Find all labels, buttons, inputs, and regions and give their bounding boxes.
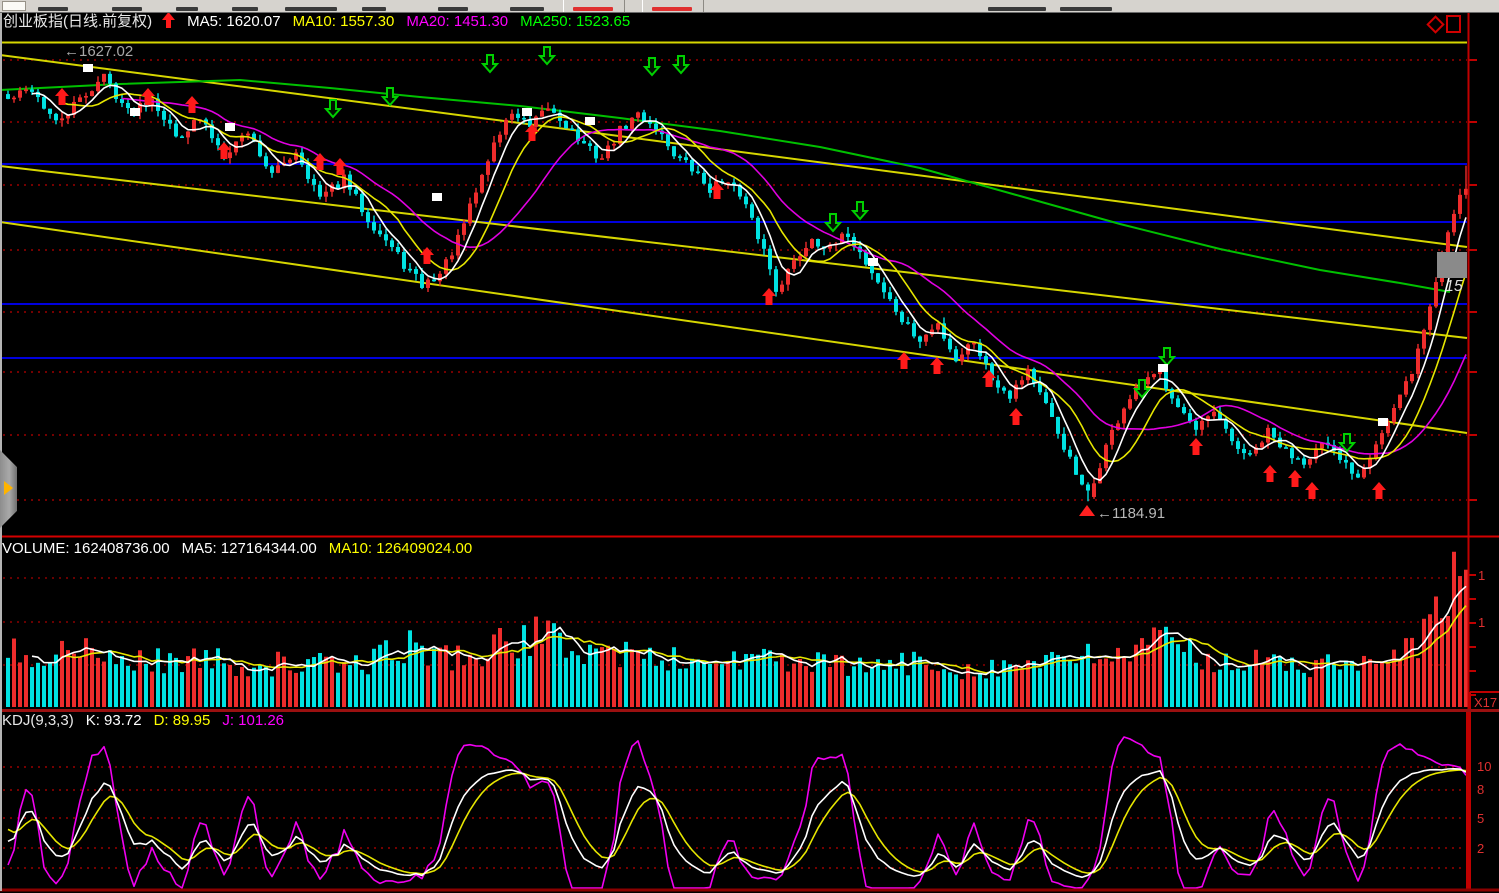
candles-layer <box>6 71 1468 502</box>
svg-text:←1627.02: ←1627.02 <box>64 43 133 60</box>
menu-item-stub[interactable] <box>362 7 386 11</box>
signal-markers-layer <box>55 46 1388 516</box>
menu-item-stub[interactable] <box>510 7 544 11</box>
volume-ma5-label: MA5: 127164344.00 <box>181 540 317 557</box>
menu-bar <box>0 0 1499 13</box>
main-grid-layer <box>0 41 1468 501</box>
kdj-j-label: J: 101.26 <box>222 712 285 729</box>
panel-expand-handle[interactable] <box>0 450 17 528</box>
kdj-title-label: KDJ(9,3,3) <box>2 712 74 729</box>
svg-text:1: 1 <box>1478 615 1485 630</box>
menu-item-stub[interactable] <box>988 7 1046 11</box>
ma-lines-layer <box>31 84 1467 482</box>
volume-ma10-label: MA10: 126409024.00 <box>328 540 473 557</box>
annotations-layer: ←1627.02 ←1184.91 15 <box>64 43 1467 522</box>
expand-arrow-icon <box>4 481 13 495</box>
menu-item-stub[interactable] <box>285 7 337 11</box>
svg-text:2: 2 <box>1477 841 1484 856</box>
menu-item-stub[interactable] <box>573 7 613 11</box>
svg-text:8: 8 <box>1477 782 1484 797</box>
symbol-title: 创业板指(日线.前复权) <box>3 13 153 30</box>
svg-text:X17: X17 <box>1474 695 1497 710</box>
svg-text:10: 10 <box>1477 759 1491 774</box>
rectangle-tool-icon[interactable] <box>1446 15 1461 33</box>
svg-text:5: 5 <box>1477 811 1484 826</box>
up-arrow-icon <box>162 11 176 33</box>
svg-text:15: 15 <box>1445 278 1463 295</box>
volume-layer: 1 1 X17 <box>3 551 1499 711</box>
svg-text:←1184.91: ←1184.91 <box>1097 505 1165 522</box>
main-chart-header: 创业板指(日线.前复权) MA5: 1620.07 MA10: 1557.30 … <box>3 11 631 33</box>
menu-item-stub[interactable] <box>1060 7 1112 11</box>
kdj-pane-header: KDJ(9,3,3) K: 93.72 D: 89.95 J: 101.26 <box>2 712 284 730</box>
volume-value-label: VOLUME: 162408736.00 <box>2 540 170 557</box>
kdj-d-label: D: 89.95 <box>153 712 211 729</box>
menu-item-stub[interactable] <box>38 7 68 11</box>
ma250-value-label: MA250: 1523.65 <box>520 13 631 30</box>
app-window-icon[interactable] <box>2 1 26 11</box>
kdj-k-label: K: 93.72 <box>85 712 142 729</box>
volume-pane-header: VOLUME: 162408736.00 MA5: 127164344.00 M… <box>2 540 472 558</box>
menu-item-stub[interactable] <box>112 7 142 11</box>
menu-item-stub[interactable] <box>176 7 198 11</box>
ma5-value-label: MA5: 1620.07 <box>187 13 281 30</box>
ma20-value-label: MA20: 1451.30 <box>406 13 509 30</box>
kdj-layer: 10 8 5 2 <box>3 736 1491 889</box>
menu-item-stub[interactable] <box>232 7 258 11</box>
menu-item-stub[interactable] <box>652 7 692 11</box>
menu-item-stub[interactable] <box>438 7 468 11</box>
svg-text:1: 1 <box>1478 568 1485 583</box>
ma10-value-label: MA10: 1557.30 <box>292 13 395 30</box>
